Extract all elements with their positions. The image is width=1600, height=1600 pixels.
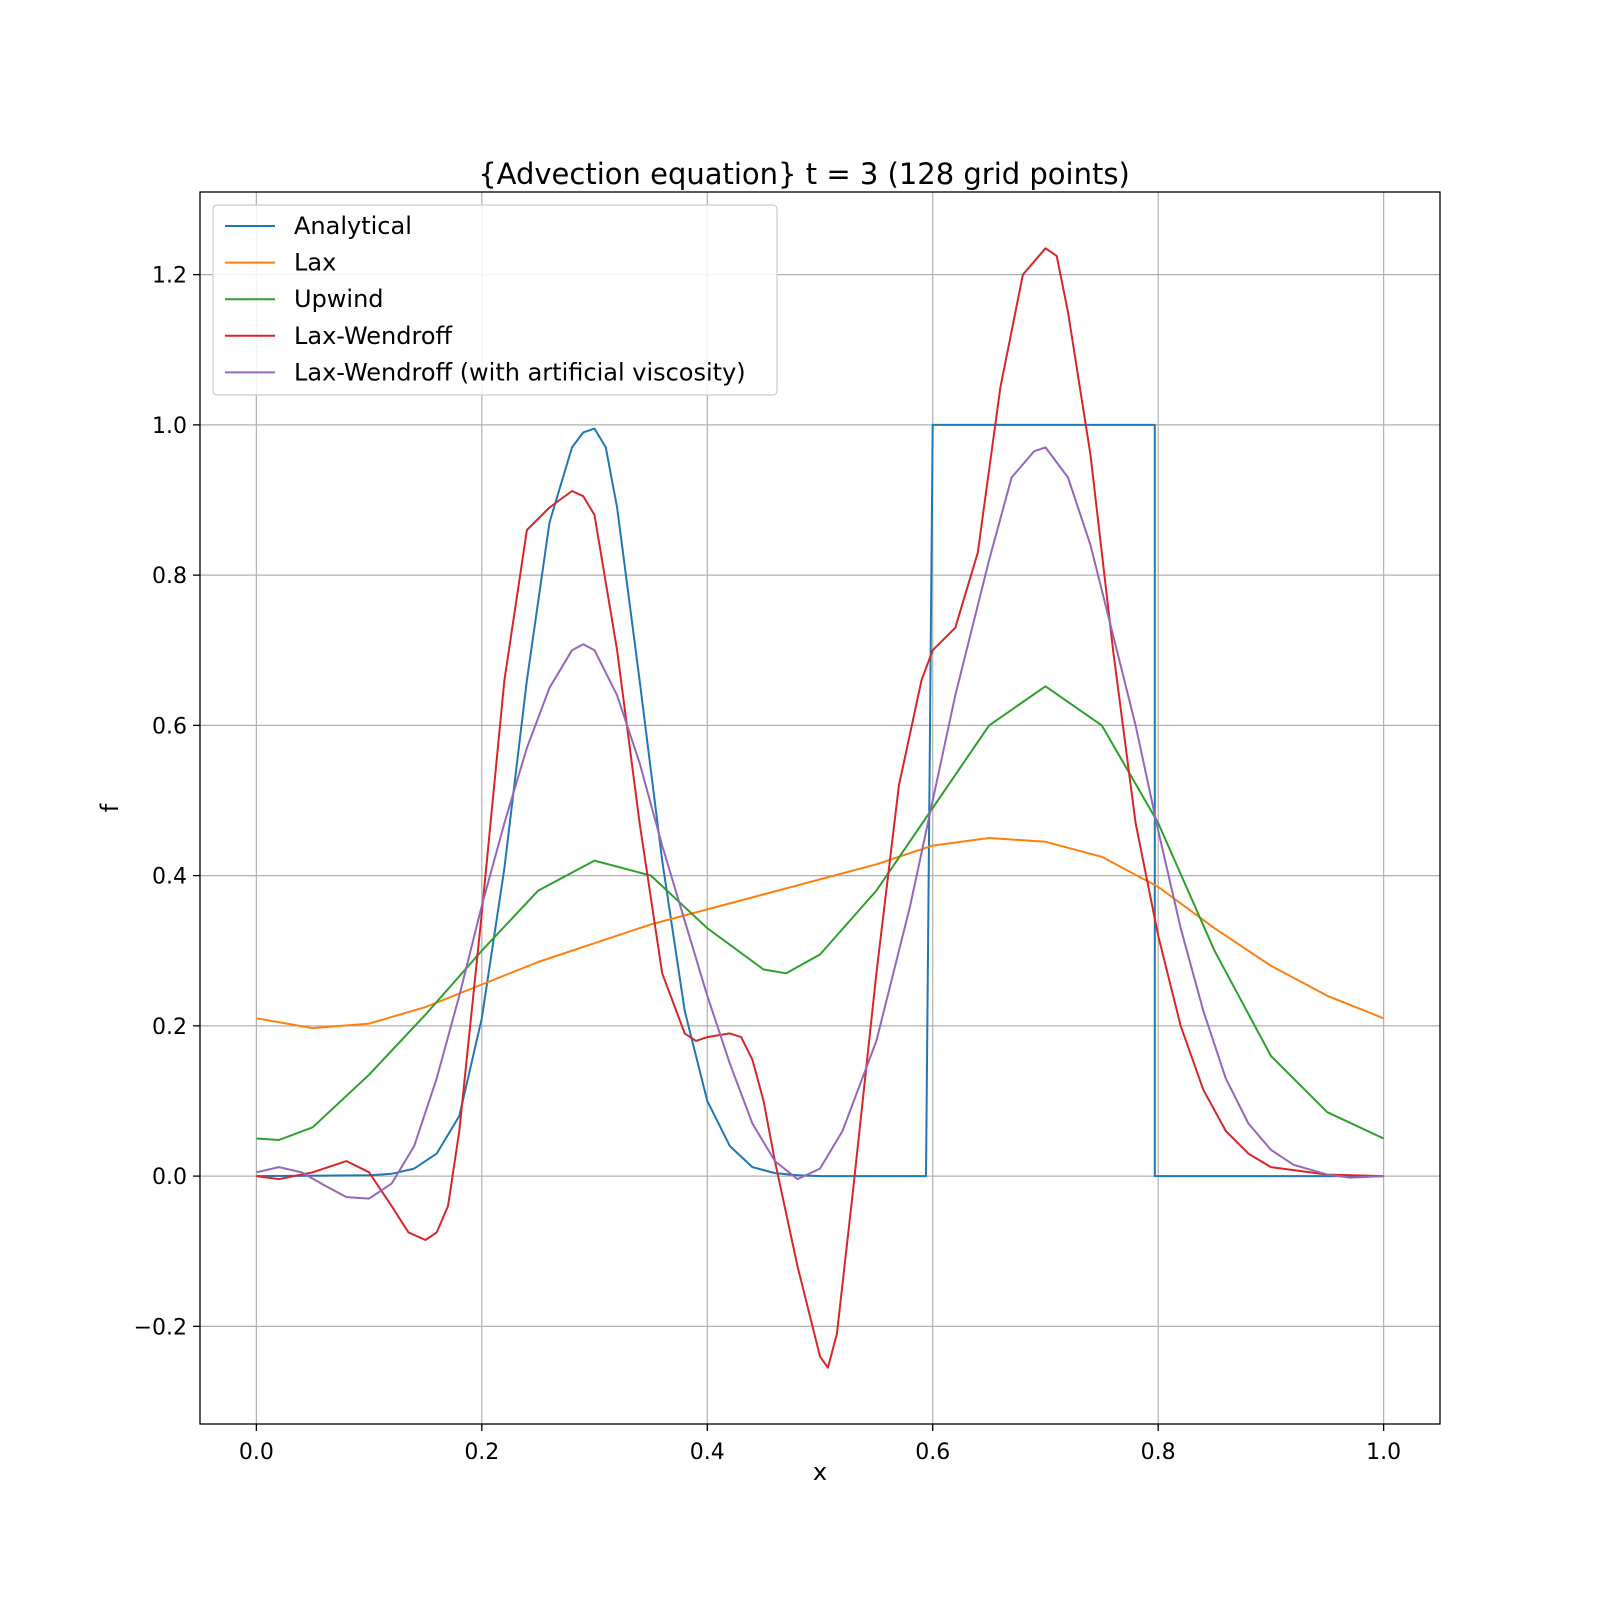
ticks: 0.0 0.2 0.4 0.6 0.8 1.0 −0.2 0.0 0.2 0.4 0.6 0.8 1.0…: [134, 264, 1402, 1465]
x-axis-label: x: [813, 1458, 827, 1486]
series-line-lax: [256, 837, 1384, 1030]
y-tick-label: 1.2: [152, 264, 187, 289]
x-tick-label: 1.0: [1366, 1440, 1401, 1465]
series-line-analytical: [256, 423, 1384, 1178]
series-layer: [256, 247, 1385, 1369]
chart-title: {Advection equation} t = 3 (128 grid poi…: [478, 157, 1130, 191]
y-tick-label: 0.2: [152, 1015, 187, 1040]
y-tick-label: 0.4: [152, 865, 187, 890]
y-tick-label: −0.2: [134, 1315, 187, 1340]
y-tick-label: 0.8: [152, 564, 187, 589]
legend: Analytical Lax Upwind Lax-Wendroff Lax-Wendr…: [212, 204, 778, 396]
legend-box: [212, 204, 778, 396]
series-line-upwind: [256, 685, 1385, 1141]
x-tick-label: 0.6: [915, 1440, 950, 1465]
grid: [200, 192, 1440, 1424]
plot-frame: [199, 191, 1441, 1425]
legend-label-lax-wendroff: Lax-Wendroff: [294, 322, 453, 350]
legend-label-lax: Lax: [294, 249, 336, 277]
y-tick-label: 1.0: [152, 414, 187, 439]
legend-label-analytical: Analytical: [294, 212, 412, 240]
y-tick-label: 0.6: [152, 714, 187, 739]
x-tick-label: 0.4: [690, 1440, 725, 1465]
series-lines: [256, 247, 1385, 1369]
x-tick-label: 0.8: [1141, 1440, 1176, 1465]
legend-label-lax-wendroff-with-artificial-viscosity: Lax-Wendroff (with artificial viscosity): [294, 358, 746, 386]
y-tick-label: 0.0: [152, 1165, 187, 1190]
legend-label-upwind: Upwind: [294, 285, 384, 313]
x-tick-label: 0.0: [239, 1440, 274, 1465]
y-axis-label: f: [96, 803, 124, 812]
x-tick-label: 0.2: [464, 1440, 499, 1465]
series-line-lax-wendroff-with-artificial-viscosity: [256, 446, 1384, 1200]
